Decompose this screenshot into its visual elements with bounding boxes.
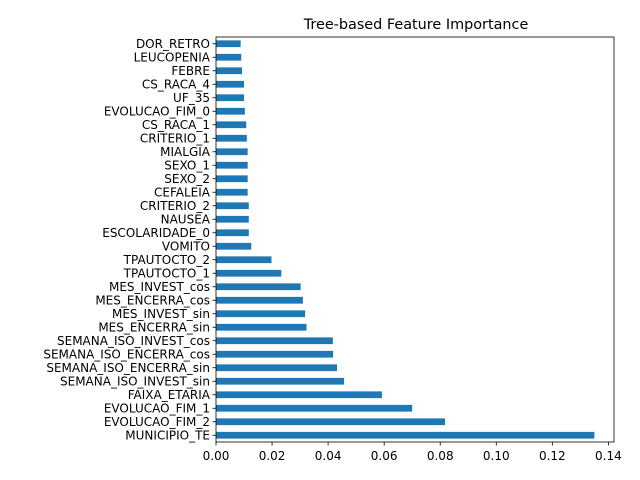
bar bbox=[216, 391, 382, 399]
bar bbox=[216, 188, 248, 196]
y-tick-label: EVOLUCAO_FIM_2 bbox=[104, 415, 210, 429]
y-tick-label: EVOLUCAO_FIM_0 bbox=[104, 105, 210, 119]
bar bbox=[216, 377, 345, 385]
y-tick-label: TPAUTOCTO_1 bbox=[123, 267, 210, 281]
bar bbox=[216, 337, 333, 345]
bar bbox=[216, 134, 247, 142]
y-tick-label: SEMANA_ISO_ENCERRA_cos bbox=[43, 348, 210, 362]
bar bbox=[216, 431, 595, 439]
y-tick-label: UF_35 bbox=[173, 91, 210, 105]
plot-frame bbox=[215, 36, 615, 443]
y-tick-label: CS_RACA_4 bbox=[142, 78, 210, 92]
bar bbox=[216, 404, 413, 412]
bar bbox=[216, 67, 243, 75]
y-tick-label: DOR_RETRO bbox=[136, 37, 210, 51]
bar bbox=[216, 229, 249, 237]
y-axis-ticks: MUNICIPIO_TEEVOLUCAO_FIM_2EVOLUCAO_FIM_1… bbox=[43, 37, 216, 443]
x-axis-ticks: 0.00 0.02 0.04 0.06 0.08 0.10 0.12 0.14 bbox=[203, 442, 622, 463]
y-tick-label: SEMANA_ISO_INVEST_sin bbox=[60, 375, 210, 389]
y-tick-label: SEMANA_ISO_ENCERRA_sin bbox=[46, 361, 210, 375]
y-tick-label: SEXO_1 bbox=[164, 159, 210, 173]
y-tick-label: TPAUTOCTO_2 bbox=[123, 253, 210, 267]
y-tick-label: CEFALEIA bbox=[154, 186, 211, 200]
bar bbox=[216, 323, 307, 331]
bar bbox=[216, 94, 245, 102]
y-tick-label: CS_RACA_1 bbox=[142, 118, 210, 132]
y-tick-label: MUNICIPIO_TE bbox=[125, 429, 210, 443]
x-tick-label: 0.06 bbox=[371, 449, 398, 463]
bar bbox=[216, 256, 272, 264]
bar bbox=[216, 202, 249, 210]
y-tick-label: FAIXA_ETARIA bbox=[128, 388, 211, 402]
bars-group bbox=[216, 40, 595, 439]
bar bbox=[216, 107, 245, 115]
x-tick-label: 0.14 bbox=[595, 449, 622, 463]
y-tick-label: SEXO_2 bbox=[164, 172, 210, 186]
y-tick-label: EVOLUCAO_FIM_1 bbox=[104, 402, 210, 416]
y-tick-label: NAUSEA bbox=[161, 213, 211, 227]
bar bbox=[216, 215, 249, 223]
bar bbox=[216, 175, 248, 183]
bar bbox=[216, 121, 247, 129]
x-tick-label: 0.02 bbox=[259, 449, 286, 463]
chart-title: Tree-based Feature Importance bbox=[303, 17, 529, 33]
y-tick-label: CRITERIO_1 bbox=[140, 132, 210, 146]
bar bbox=[216, 148, 248, 156]
bar bbox=[216, 364, 338, 372]
bar bbox=[216, 242, 252, 250]
y-tick-label: MES_INVEST_sin bbox=[112, 307, 210, 321]
bar bbox=[216, 296, 303, 304]
y-tick-label: LEUCOPENIA bbox=[134, 51, 211, 65]
y-tick-label: MES_ENCERRA_sin bbox=[98, 321, 210, 335]
y-tick-label: MES_INVEST_cos bbox=[109, 280, 210, 294]
bar bbox=[216, 53, 242, 61]
x-tick-label: 0.12 bbox=[539, 449, 566, 463]
bar bbox=[216, 310, 306, 318]
y-tick-label: ESCOLARIDADE_0 bbox=[102, 226, 210, 240]
y-tick-label: MIALGIA bbox=[160, 145, 211, 159]
x-tick-label: 0.10 bbox=[483, 449, 510, 463]
bar bbox=[216, 80, 245, 88]
bar bbox=[216, 283, 301, 291]
x-tick-label: 0.08 bbox=[427, 449, 454, 463]
x-tick-label: 0.04 bbox=[315, 449, 342, 463]
y-tick-label: VOMITO bbox=[162, 240, 210, 254]
y-tick-label: CRITERIO_2 bbox=[140, 199, 210, 213]
x-tick-label: 0.00 bbox=[203, 449, 230, 463]
y-tick-label: MES_ENCERRA_cos bbox=[95, 294, 210, 308]
bar bbox=[216, 40, 241, 48]
bar bbox=[216, 350, 334, 358]
bar bbox=[216, 418, 445, 426]
y-tick-label: FEBRE bbox=[171, 64, 210, 78]
y-tick-label: SEMANA_ISO_INVEST_cos bbox=[57, 334, 210, 348]
bar bbox=[216, 269, 282, 277]
bar bbox=[216, 161, 248, 169]
